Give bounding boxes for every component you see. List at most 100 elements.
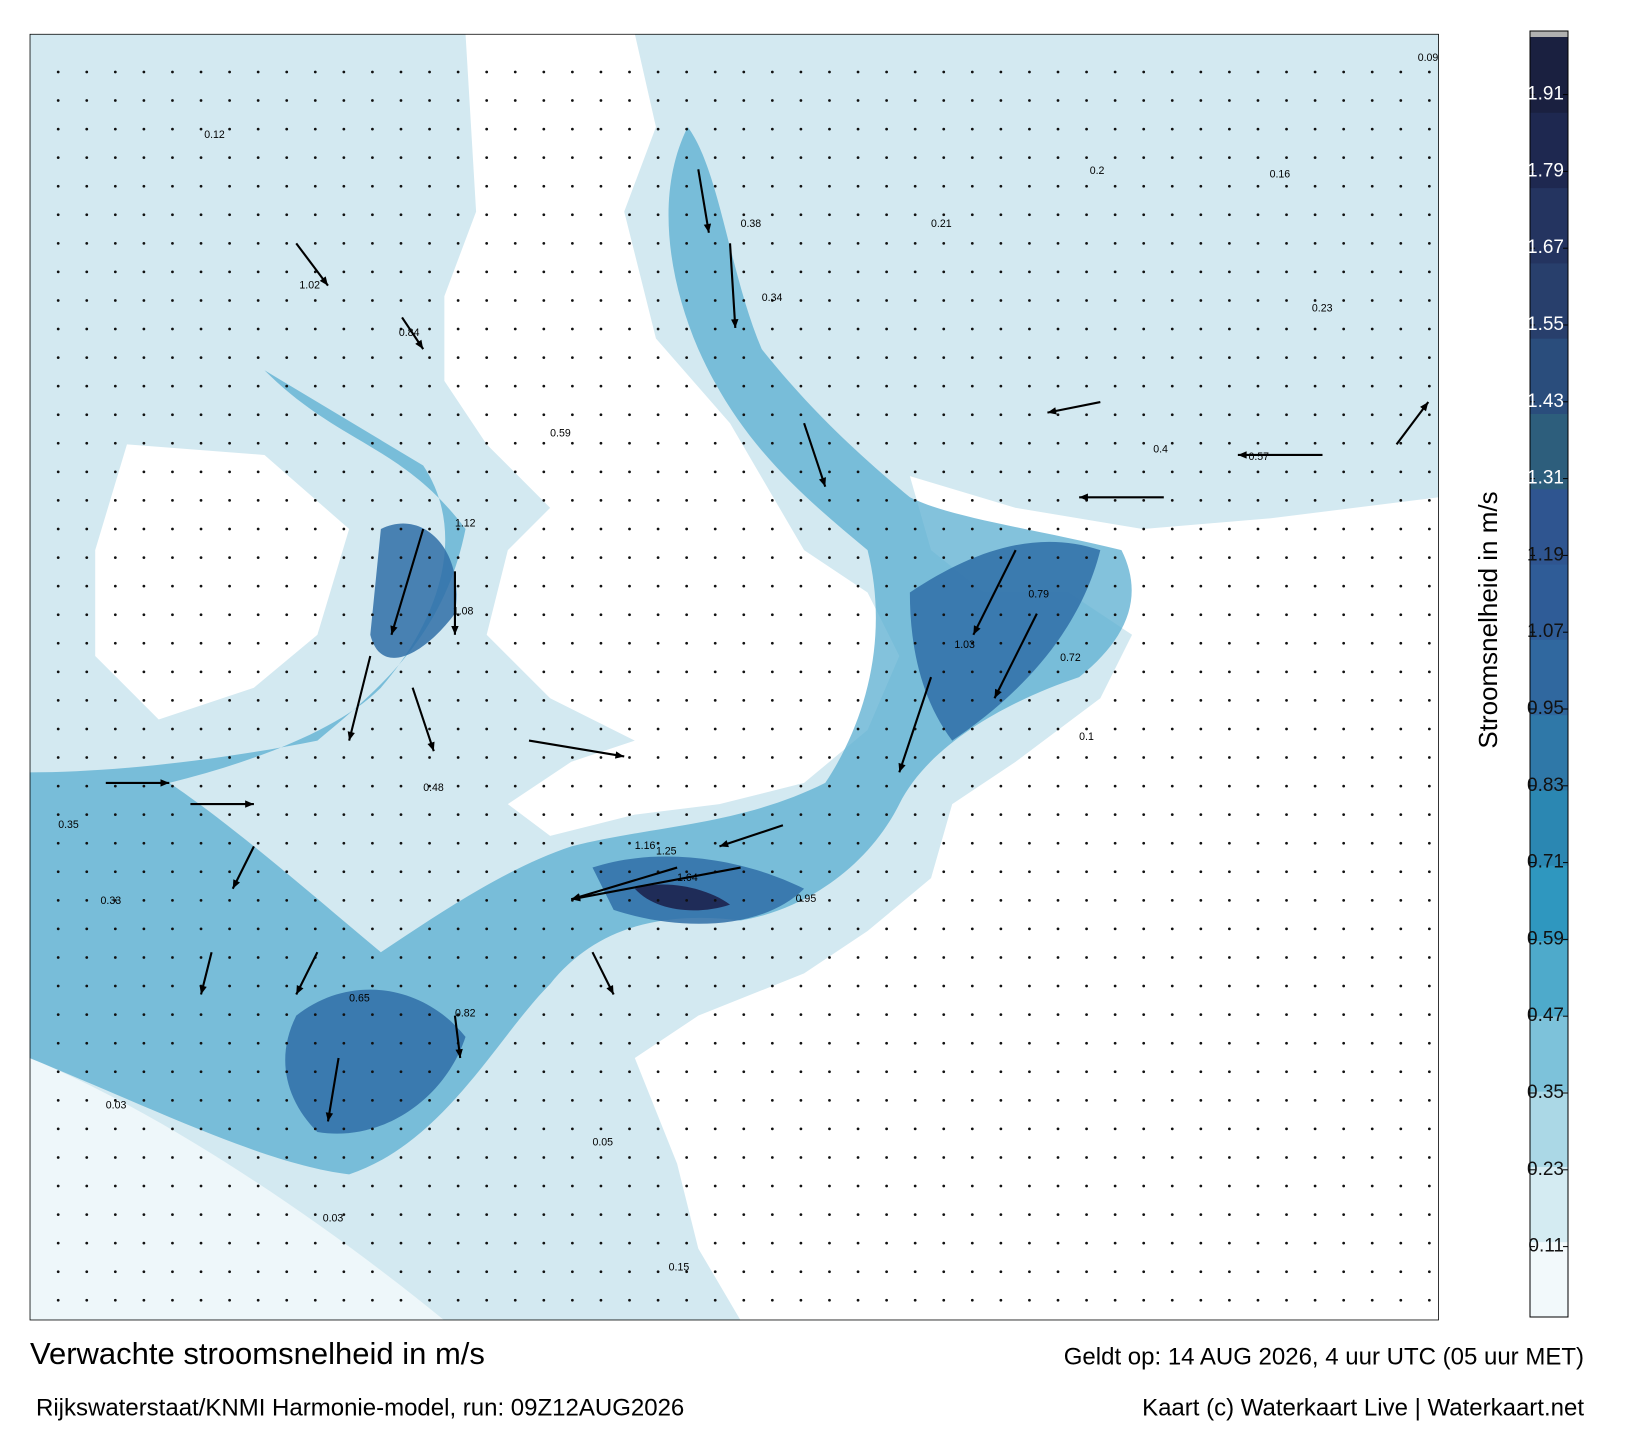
grid-dot: [342, 184, 346, 188]
grid-dot: [1342, 870, 1346, 874]
grid-dot: [1256, 270, 1260, 274]
grid-dot: [142, 870, 146, 874]
grid-dot: [1370, 1098, 1374, 1102]
grid-dot: [428, 584, 431, 588]
arrow-head: [606, 985, 614, 995]
grid-dot: [199, 299, 203, 302]
grid-dot: [1113, 556, 1117, 559]
grid-dot: [56, 1298, 60, 1302]
grid-dot: [1285, 413, 1288, 417]
grid-dot: [713, 470, 717, 474]
grid-dot: [513, 356, 517, 359]
grid-dot: [1170, 784, 1174, 788]
grid-dot: [1056, 1098, 1060, 1102]
grid-dot: [599, 813, 603, 817]
grid-dot: [456, 241, 460, 245]
grid-dot: [1170, 956, 1174, 959]
grid-dot: [628, 1041, 631, 1045]
grid-dot: [999, 984, 1003, 988]
grid-dot: [542, 384, 546, 388]
grid-dot: [856, 956, 860, 959]
colorbar-band: [1530, 789, 1568, 866]
grid-dot: [1256, 927, 1260, 931]
grid-dot: [828, 99, 831, 102]
grid-dot: [571, 1041, 574, 1045]
grid-dot: [942, 99, 946, 102]
grid-dot: [685, 527, 689, 531]
grid-dot: [599, 1156, 603, 1159]
grid-dot: [171, 984, 174, 988]
grid-dot: [199, 270, 203, 274]
grid-dot: [199, 384, 203, 388]
grid-dot: [228, 499, 231, 502]
grid-dot: [942, 870, 946, 874]
colorbar: 0.110.230.350.470.590.710.830.951.071.19…: [1527, 30, 1569, 1318]
grid-dot: [256, 327, 260, 331]
grid-dot: [770, 1127, 774, 1131]
grid-dot: [485, 1298, 489, 1302]
grid-dot: [1085, 1127, 1088, 1131]
grid-dot: [1370, 327, 1374, 331]
grid-dot: [856, 213, 860, 217]
grid-dot: [1427, 584, 1431, 588]
grid-dot: [942, 613, 946, 617]
speed-label: 0.15: [669, 1261, 690, 1273]
grid-dot: [199, 99, 203, 102]
grid-dot: [742, 441, 746, 445]
grid-dot: [113, 1098, 117, 1102]
grid-dot: [885, 241, 888, 245]
grid-dot: [542, 813, 546, 817]
speed-label: 0.03: [323, 1213, 344, 1225]
grid-dot: [1427, 1241, 1431, 1245]
grid-dot: [1113, 956, 1117, 959]
grid-dot: [799, 1156, 803, 1159]
grid-dot: [599, 241, 603, 245]
grid-dot: [171, 213, 174, 217]
grid-dot: [1370, 1127, 1374, 1131]
grid-dot: [1199, 1184, 1203, 1188]
grid-dot: [171, 70, 174, 74]
grid-dot: [628, 613, 631, 617]
grid-dot: [628, 1098, 631, 1102]
grid-dot: [999, 641, 1003, 645]
current-arrow: [728, 243, 737, 329]
grid-dot: [456, 156, 460, 160]
grid-dot: [1228, 870, 1231, 874]
grid-dot: [1313, 956, 1317, 959]
grid-dot: [770, 470, 774, 474]
grid-dot: [1028, 1298, 1031, 1302]
grid-dot: [56, 784, 60, 788]
current-arrow: [993, 613, 1038, 699]
grid-dot: [428, 1241, 431, 1245]
grid-dot: [85, 1298, 89, 1302]
grid-dot: [342, 127, 346, 131]
grid-dot: [799, 1241, 803, 1245]
grid-dot: [799, 470, 803, 474]
grid-dot: [1342, 384, 1346, 388]
grid-dot: [1427, 356, 1431, 359]
grid-dot: [1313, 413, 1317, 417]
colorbar-band: [1530, 262, 1568, 339]
grid-dot: [371, 898, 374, 902]
grid-dot: [913, 470, 917, 474]
grid-dot: [913, 756, 917, 759]
grid-dot: [542, 99, 546, 102]
grid-dot: [1142, 413, 1146, 417]
grid-dot: [770, 813, 774, 817]
grid-dot: [485, 413, 489, 417]
grid-dot: [970, 1184, 974, 1188]
grid-dot: [171, 813, 174, 817]
grid-dot: [342, 470, 346, 474]
grid-dot: [742, 784, 746, 788]
grid-dot: [313, 756, 317, 759]
grid-dot: [742, 70, 746, 74]
grid-dot: [456, 898, 460, 902]
grid-dot: [56, 927, 60, 931]
grid-dot: [113, 841, 117, 845]
grid-dot: [1427, 270, 1431, 274]
grid-dot: [685, 99, 689, 102]
grid-dot: [1285, 241, 1288, 245]
grid-dot: [1370, 413, 1374, 417]
grid-dot: [685, 213, 689, 217]
grid-dot: [228, 356, 231, 359]
